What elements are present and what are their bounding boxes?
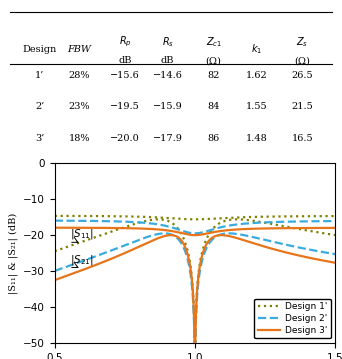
Design 2' [194,231,198,236]
Text: −15.6: −15.6 [110,70,140,80]
Design 1' [233,215,237,220]
Design 2' [313,219,317,223]
Design 2' [193,231,197,236]
Text: 3’: 3’ [35,134,44,143]
Text: 26.5: 26.5 [291,70,313,80]
Text: 23%: 23% [68,102,90,111]
Design 3' [233,228,237,232]
Design 1' [204,217,208,221]
Design 3' [279,226,283,230]
Text: 28%: 28% [68,70,90,80]
Design 2' [204,229,208,234]
Text: −20.0: −20.0 [110,134,140,143]
Design 3' [204,232,208,236]
Text: $Z_s$: $Z_s$ [296,35,308,49]
Text: dB: dB [118,56,132,65]
Text: Design: Design [23,45,57,54]
Design 2' [53,219,57,223]
Line: Design 2': Design 2' [55,221,335,233]
Text: dB: dB [161,56,174,65]
Text: 16.5: 16.5 [291,134,313,143]
Text: −14.6: −14.6 [153,70,183,80]
Line: Design 3': Design 3' [55,228,335,235]
Text: −17.9: −17.9 [153,134,183,143]
Design 1' [299,214,303,218]
Design 1' [279,214,283,219]
Text: $Z_{c1}$: $Z_{c1}$ [206,35,222,49]
Design 3' [313,226,317,230]
Design 3' [193,233,197,237]
Design 3' [333,226,337,230]
Text: $R_s$: $R_s$ [162,35,174,49]
Text: $|S_{11}|$: $|S_{11}|$ [70,228,94,242]
Text: 18%: 18% [68,134,90,143]
Design 1' [193,217,197,222]
Text: 82: 82 [208,70,220,80]
Text: FBW: FBW [67,45,91,54]
Text: −15.9: −15.9 [153,102,183,111]
Text: 21.5: 21.5 [291,102,313,111]
Text: (Ω): (Ω) [294,56,310,65]
Design 3' [299,226,303,230]
Text: 1.55: 1.55 [246,102,267,111]
Design 2' [279,220,283,224]
Line: Design 1': Design 1' [55,216,335,219]
Design 1' [53,214,57,218]
Text: 1.48: 1.48 [246,134,267,143]
Design 1' [313,214,317,218]
Design 1' [194,217,198,222]
Design 3' [53,225,57,230]
Text: 1’: 1’ [35,70,44,80]
Design 2' [333,219,337,223]
Legend: Design 1', Design 2', Design 3': Design 1', Design 2', Design 3' [254,299,331,338]
Text: −19.5: −19.5 [110,102,140,111]
Text: $k_1$: $k_1$ [251,42,262,56]
Text: (Ω): (Ω) [206,56,222,65]
Design 2' [299,219,303,224]
Text: 84: 84 [208,102,220,111]
Text: 86: 86 [208,134,220,143]
Text: 2’: 2’ [35,102,44,111]
Text: 1.62: 1.62 [246,70,267,80]
Design 3' [194,233,198,237]
Y-axis label: |S₁₁| & |S₂₁| (dB): |S₁₁| & |S₂₁| (dB) [8,213,17,294]
Text: $R_p$: $R_p$ [119,35,131,49]
Text: $|S_{21}|$: $|S_{21}|$ [70,253,94,267]
Design 1' [333,214,337,218]
Design 2' [233,223,237,227]
